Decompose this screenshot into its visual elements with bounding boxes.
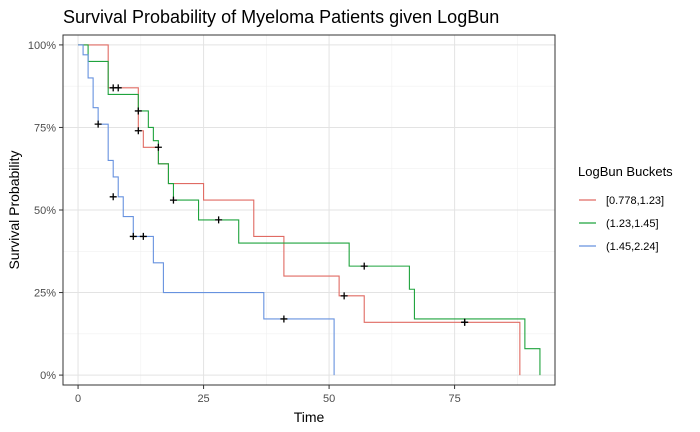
series-line-2 [78,44,541,376]
legend-label-1: [0.778,1.23] [606,195,664,207]
censor-mark [360,262,368,270]
censor-layer [94,84,469,326]
censor-mark [134,127,142,135]
legend-title: LogBun Buckets [578,164,673,179]
censor-mark [169,196,177,204]
censor-mark [340,292,348,300]
legend: LogBun Buckets [0.778,1.23] (1.23,1.45] (1… [578,164,673,253]
x-axis-title: Time [294,409,325,425]
x-axis-ticks: 0 25 50 75 [75,385,461,405]
x-tick-label: 75 [448,393,460,405]
series-line-3 [78,44,335,376]
censor-mark [461,318,469,326]
y-tick-label: 25% [34,288,56,300]
x-tick-label: 50 [323,393,335,405]
censor-mark [215,216,223,224]
censor-mark [129,232,137,240]
y-axis-title: Survival Probability [6,150,22,269]
y-tick-label: 100% [28,40,56,52]
censor-mark [109,193,117,201]
chart-title: Survival Probability of Myeloma Patients… [63,7,499,27]
censor-mark [114,84,122,92]
grid-layer [63,35,555,385]
x-tick-label: 25 [197,393,209,405]
censor-mark [154,143,162,151]
y-tick-label: 75% [34,122,56,134]
y-axis-ticks: 0% 25% 50% 75% 100% [28,40,63,382]
legend-label-2: (1.23,1.45] [606,218,659,230]
censor-mark [139,232,147,240]
censor-mark [280,315,288,323]
x-tick-label: 0 [75,393,81,405]
legend-label-3: (1.45,2.24] [606,241,659,253]
y-tick-label: 50% [34,205,56,217]
censor-mark [134,107,142,115]
censor-mark [94,120,102,128]
y-tick-label: 0% [40,370,56,382]
